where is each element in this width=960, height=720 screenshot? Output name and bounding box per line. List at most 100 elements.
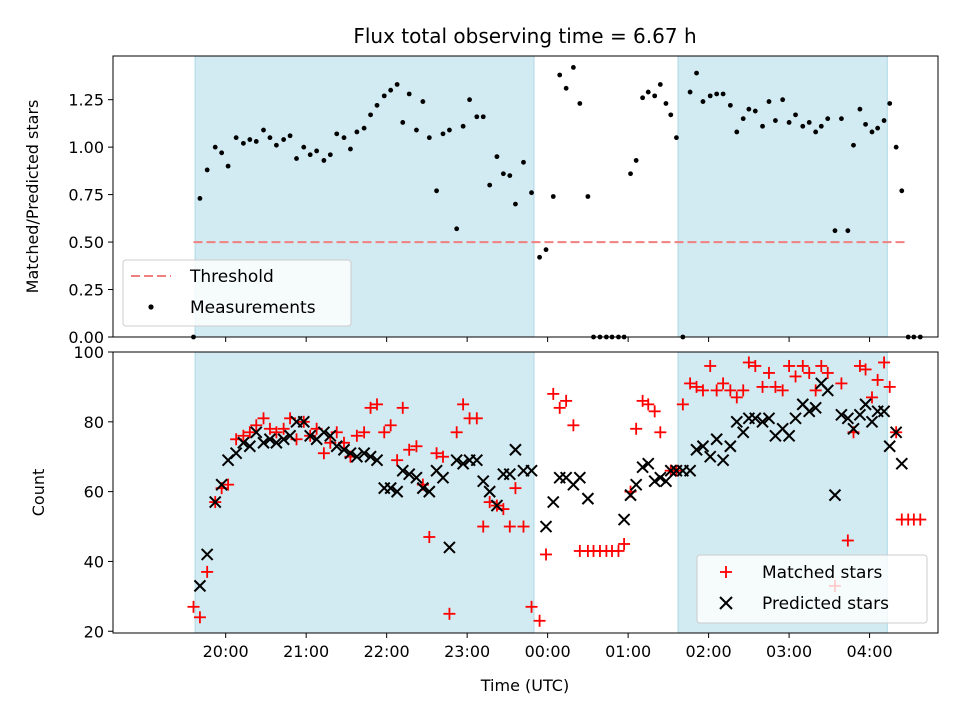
predicted-stars-point-b <box>895 457 908 470</box>
predicted-stars-point <box>573 471 587 484</box>
predicted-stars-point-b <box>370 454 384 467</box>
matched-stars-point <box>654 426 667 439</box>
predicted-stars-point-b <box>762 412 776 425</box>
matched-stars-point <box>423 531 436 544</box>
measurements-point <box>813 129 819 135</box>
matched-stars-point <box>525 600 538 613</box>
measurements-point <box>652 93 658 99</box>
predicted-stars-point <box>782 429 796 442</box>
ratio-y-tick-label: 0.50 <box>68 233 104 252</box>
predicted-stars-point-b <box>737 426 750 439</box>
count-panel-x-ticks: 20:00 21:00 22:00 23:00 00:00 01:00 02:00 03:00… <box>203 633 893 661</box>
matched-stars-point <box>263 422 276 435</box>
predicted-stars-point <box>436 471 450 484</box>
matched-legend-swatch <box>720 566 732 578</box>
matched-stars-point <box>690 380 703 393</box>
measurements-point <box>440 131 446 137</box>
x-tick-label: 04:00 <box>847 642 893 661</box>
predicted-stars-point-b <box>865 415 879 429</box>
predicted-stars-point <box>730 415 743 429</box>
predicted-stars-point-b <box>283 429 297 442</box>
predicted-stars-point <box>364 450 377 463</box>
matched-stars-point <box>553 401 566 414</box>
predicted-stars-point-b <box>782 429 796 442</box>
measurements-point <box>294 156 299 161</box>
ratio-panel-measurement-points <box>191 64 923 340</box>
measurements-point <box>752 108 758 114</box>
measurements-point <box>348 146 353 152</box>
count-y-tick-label: 80 <box>84 413 104 432</box>
measurements-point <box>760 123 765 129</box>
measurements-point <box>212 144 218 150</box>
predicted-stars-point-b <box>789 412 802 425</box>
measurements-point <box>267 135 273 141</box>
predicted-stars-point <box>297 415 310 429</box>
ratio-y-tick-label: 0.75 <box>68 186 104 205</box>
predicted-stars-point-b <box>229 447 243 460</box>
matched-stars-point <box>815 359 828 372</box>
measurements-point <box>825 116 831 122</box>
matched-stars-point <box>364 401 377 414</box>
ratio-panel-y-axis-label: Matched/Predicted stars <box>23 100 42 294</box>
predicted-stars-point-b <box>581 492 595 505</box>
count-panel-points <box>187 356 927 627</box>
matched-stars-point <box>762 366 775 379</box>
measurements-point <box>628 171 633 177</box>
ratio-y-tick-label: 1.00 <box>68 138 104 157</box>
predicted-stars-point-b <box>509 443 522 456</box>
predicted-stars-point <box>648 474 661 488</box>
predicted-stars-point <box>762 412 776 425</box>
predicted-stars-point-b <box>809 401 822 415</box>
measurements-point <box>454 226 460 232</box>
measurements-point <box>225 163 231 169</box>
matched-stars-point <box>841 534 854 547</box>
predicted-stars-point <box>809 401 822 415</box>
measurements-point <box>460 123 466 129</box>
measurements-point <box>537 254 542 260</box>
predicted-stars-point-b <box>828 488 842 502</box>
predicted-stars-point <box>250 426 263 439</box>
predicted-stars-point-b <box>390 485 404 498</box>
matched-stars-point <box>618 537 631 550</box>
measurements-point <box>233 135 239 141</box>
measurements-point <box>341 135 347 141</box>
predicted-stars-point <box>257 436 270 449</box>
predicted-stars-point <box>696 440 710 453</box>
predicted-stars-point <box>450 454 463 467</box>
matched-stars-point <box>642 398 655 411</box>
matched-stars-point <box>648 405 661 418</box>
predicted-stars-point-b <box>841 412 855 425</box>
ratio-panel-legend: Threshold Measurements <box>122 259 352 327</box>
predicted-stars-point-b <box>350 450 364 463</box>
measurements-point <box>645 89 651 95</box>
measurements-point <box>550 194 556 199</box>
matched-stars-point <box>749 359 762 372</box>
measurements-point <box>513 201 518 207</box>
matched-stars-point <box>257 412 270 425</box>
matched-stars-point <box>809 384 822 397</box>
predicted-stars-point-b <box>889 426 903 439</box>
measurements-point <box>406 91 412 97</box>
predicted-stars-point <box>710 433 723 446</box>
x-tick-label: 02:00 <box>686 642 732 661</box>
matched-stars-point <box>371 398 383 411</box>
predicted-stars-point <box>629 478 643 491</box>
predicted-stars-point-b <box>525 464 538 477</box>
matched-stars-point <box>193 611 206 624</box>
measurements-legend-label: Measurements <box>190 298 316 318</box>
matched-stars-point <box>378 426 391 439</box>
threshold-legend-label: Threshold <box>189 267 274 287</box>
predicted-stars-point-b <box>443 541 456 554</box>
count-y-tick-label: 100 <box>73 343 104 362</box>
matched-stars-point <box>730 391 743 404</box>
predicted-stars-point <box>303 429 317 442</box>
measurements-point <box>361 125 367 131</box>
matched-legend-label: Matched stars <box>762 563 882 583</box>
predicted-stars-point-b <box>573 471 587 484</box>
predicted-stars-point-b <box>410 471 423 484</box>
count-legend-box <box>696 554 928 624</box>
predicted-stars-point <box>263 433 277 446</box>
measurements-point <box>657 82 663 87</box>
matched-stars-point <box>803 366 816 379</box>
measurements-point <box>714 91 720 97</box>
